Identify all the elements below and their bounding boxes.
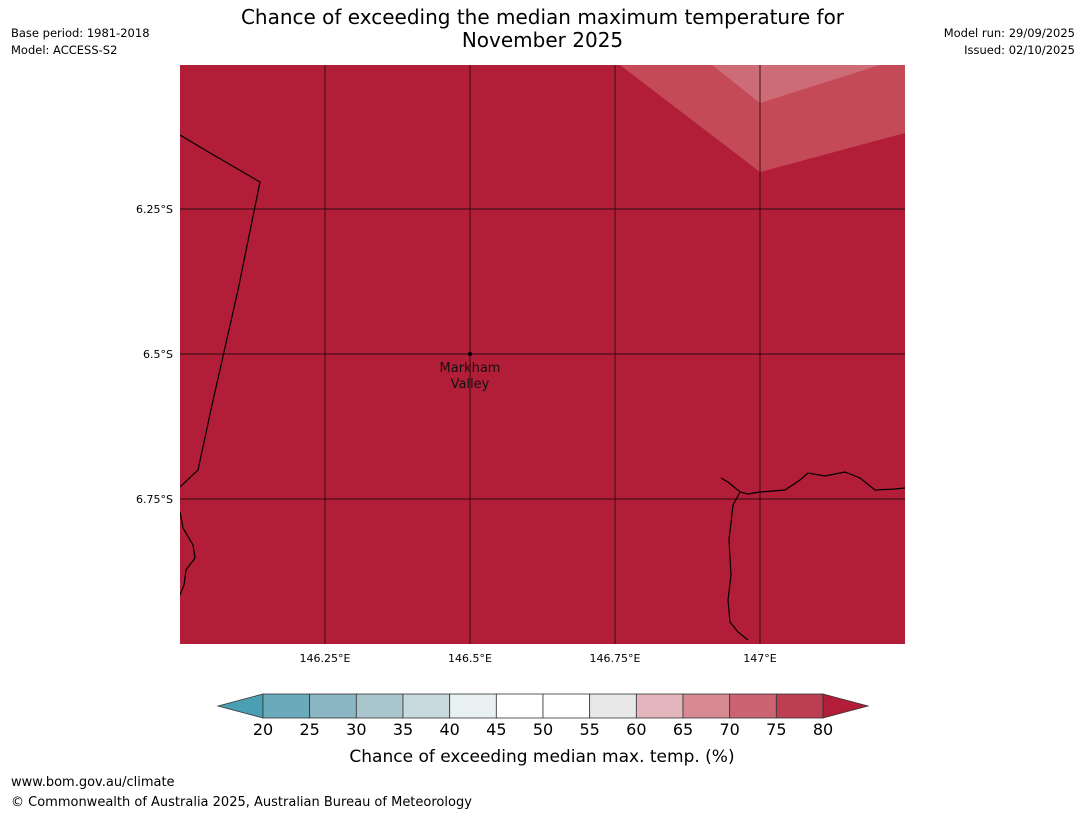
place-marker <box>468 352 472 356</box>
coastline-east <box>720 471 905 495</box>
colorbar-tick-label: 35 <box>393 720 413 739</box>
colorbar-labels: 20 25 30 35 40 45 50 55 60 65 70 75 80 <box>253 720 833 739</box>
graticule <box>180 65 905 644</box>
colorbar-segment <box>402 693 451 719</box>
lon-tick-label: 147°E <box>743 652 776 665</box>
place-label-line2: Valley <box>451 377 490 392</box>
lat-tick-label: 6.75°S <box>136 493 173 506</box>
colorbar-tick-label: 70 <box>719 720 739 739</box>
colorbar-segment <box>495 693 544 719</box>
boundary-lines <box>180 134 905 641</box>
colorbar-tick-label: 50 <box>533 720 553 739</box>
map-title: Chance of exceeding the median maximum t… <box>0 6 1085 52</box>
lon-axis-labels: 146.25°E 146.5°E 146.75°E 147°E <box>300 652 777 665</box>
colorbar-tick-label: 55 <box>579 720 599 739</box>
lat-axis-labels: 6.25°S 6.5°S 6.75°S <box>136 203 173 506</box>
coastline-east-south <box>727 491 749 641</box>
colorbar-title: Chance of exceeding median max. temp. (%… <box>349 747 734 767</box>
colorbar-under-arrow <box>216 693 264 719</box>
lon-tick-label: 146.5°E <box>448 652 492 665</box>
map-panel: Markham Valley <box>180 65 905 644</box>
colorbar-tick-label: 30 <box>346 720 366 739</box>
probability-contour-65 <box>712 65 880 103</box>
colorbar-segment <box>262 693 311 719</box>
colorbar-segment <box>449 693 497 719</box>
base-period-text: Base period: 1981-2018 <box>11 26 150 40</box>
footer-copyright: © Commonwealth of Australia 2025, Austra… <box>11 795 472 810</box>
colorbar: 20 25 30 35 40 45 50 55 60 65 70 75 80 Chance of exc… <box>216 693 870 767</box>
lon-tick-label: 146.75°E <box>590 652 641 665</box>
colorbar-tick-label: 60 <box>626 720 646 739</box>
colorbar-over-arrow <box>822 693 870 719</box>
colorbar-tick-label: 20 <box>253 720 273 739</box>
title-line-2: November 2025 <box>461 28 624 52</box>
colorbar-tick-label: 75 <box>766 720 786 739</box>
probability-contour-70 <box>620 65 905 172</box>
colorbar-segment <box>542 693 591 719</box>
colorbar-tick-label: 25 <box>299 720 319 739</box>
colorbar-segment <box>635 693 684 719</box>
lat-tick-label: 6.5°S <box>143 348 173 361</box>
model-run-text: Model run: 29/09/2025 <box>943 26 1075 40</box>
colorbar-segments <box>262 693 824 719</box>
colorbar-segment <box>309 693 357 719</box>
lon-tick-label: 146.25°E <box>300 652 351 665</box>
footer-url[interactable]: www.bom.gov.au/climate <box>11 775 175 790</box>
lat-tick-label: 6.25°S <box>136 203 173 216</box>
coastline-west <box>180 511 196 596</box>
colorbar-segment <box>729 693 777 719</box>
colorbar-segment <box>682 693 731 719</box>
colorbar-tick-label: 80 <box>813 720 833 739</box>
colorbar-tick-label: 65 <box>673 720 693 739</box>
colorbar-tick-label: 45 <box>486 720 506 739</box>
colorbar-segment <box>775 693 824 719</box>
province-boundary <box>180 134 261 488</box>
colorbar-segment <box>589 693 637 719</box>
meta-left: Base period: 1981-2018 Model: ACCESS-S2 <box>11 25 150 59</box>
colorbar-tick-label: 40 <box>439 720 459 739</box>
place-label-line1: Markham <box>440 361 501 376</box>
issued-text: Issued: 02/10/2025 <box>964 43 1075 57</box>
colorbar-segment <box>355 693 404 719</box>
title-line-1: Chance of exceeding the median maximum t… <box>240 5 845 29</box>
model-text: Model: ACCESS-S2 <box>11 43 118 57</box>
meta-right: Model run: 29/09/2025 Issued: 02/10/2025 <box>944 25 1075 59</box>
